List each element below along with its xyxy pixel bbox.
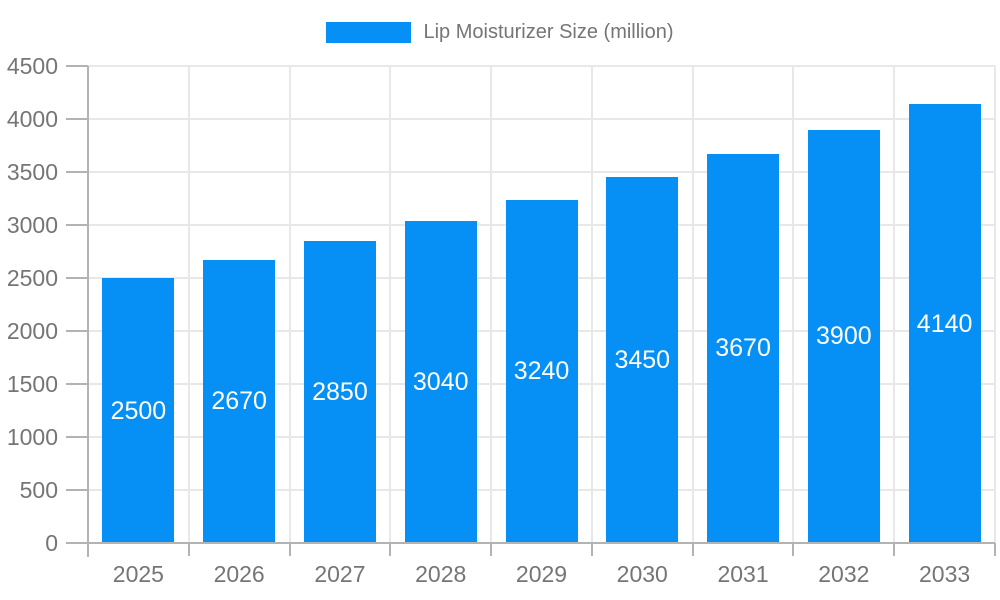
bar: 3900: [807, 129, 880, 543]
y-axis-tick-label: 500: [19, 477, 58, 503]
y-axis-tick-label: 4500: [6, 53, 58, 79]
x-axis-tick-label: 2033: [919, 561, 971, 587]
bar: 4140: [908, 104, 981, 543]
bar: 3670: [707, 153, 780, 543]
x-axis-tick-label: 2027: [314, 561, 366, 587]
v-gridline: [893, 66, 896, 543]
x-axis-tick: [389, 543, 392, 556]
bar: 3240: [505, 199, 578, 543]
bar-value-label: 3240: [513, 357, 570, 386]
bar-value-label: 3670: [715, 334, 771, 363]
y-axis-line: [87, 66, 89, 557]
bar-value-label: 2670: [211, 387, 267, 416]
v-gridline: [691, 66, 694, 543]
x-axis-tick-label: 2028: [415, 561, 467, 587]
y-axis-tick-label: 2000: [6, 318, 58, 344]
y-axis-tick-label: 4000: [6, 106, 58, 132]
bar: 3040: [404, 220, 477, 543]
bar-value-label: 4140: [916, 309, 973, 338]
x-axis-tick: [590, 543, 593, 556]
y-axis-tick-label: 1000: [6, 424, 58, 450]
x-axis-tick: [893, 543, 896, 556]
h-gridline: [88, 171, 995, 173]
v-gridline: [590, 66, 593, 543]
bar: 3450: [606, 177, 679, 543]
y-axis-tick: [66, 383, 88, 385]
y-axis-tick-label: 2500: [6, 265, 58, 291]
bar: 2670: [203, 259, 276, 543]
x-axis-baseline: [88, 542, 995, 544]
y-axis-tick: [66, 542, 88, 544]
x-axis-tick-label: 2026: [213, 561, 265, 587]
y-axis-tick: [66, 224, 88, 226]
v-gridline: [792, 66, 795, 543]
h-gridline: [88, 118, 995, 120]
bar-value-label: 2500: [110, 396, 167, 425]
bar-value-label: 3450: [614, 346, 671, 375]
x-axis-tick-label: 2032: [818, 561, 870, 587]
y-axis-tick: [66, 330, 88, 332]
y-axis-tick-label: 3500: [6, 159, 58, 185]
v-gridline: [288, 66, 291, 543]
h-gridline: [88, 65, 995, 67]
x-axis-tick: [288, 543, 291, 556]
x-axis-tick: [691, 543, 694, 556]
bar: 2500: [102, 278, 175, 543]
bar-value-label: 3900: [816, 322, 872, 351]
legend-label: Lip Moisturizer Size (million): [423, 21, 674, 43]
y-axis-tick: [66, 171, 88, 173]
x-axis-tick: [187, 543, 190, 556]
x-axis-tick-label: 2031: [717, 561, 769, 587]
x-axis-tick-label: 2030: [616, 561, 668, 587]
x-axis-tick-label: 2025: [112, 561, 164, 587]
y-axis-tick-label: 3000: [6, 212, 58, 238]
bar: 2850: [303, 240, 376, 543]
y-axis-tick-label: 1500: [6, 371, 58, 397]
y-axis-tick: [66, 118, 88, 120]
legend: Lip Moisturizer Size (million): [0, 20, 1000, 45]
bar-value-label: 2850: [312, 377, 368, 406]
y-axis-tick: [66, 277, 88, 279]
x-axis-tick: [792, 543, 795, 556]
legend-swatch: [326, 22, 412, 43]
x-axis-tick: [490, 543, 493, 556]
x-axis-tick-label: 2029: [515, 561, 568, 587]
bar-value-label: 3040: [412, 367, 469, 396]
y-axis-tick: [66, 489, 88, 491]
v-gridline: [389, 66, 392, 543]
y-axis-tick: [66, 436, 88, 438]
v-gridline: [187, 66, 190, 543]
y-axis-tick-label: 0: [45, 530, 58, 556]
y-axis-tick: [66, 65, 88, 67]
x-axis-tick: [994, 543, 996, 556]
v-gridline: [994, 66, 996, 543]
v-gridline: [490, 66, 493, 543]
